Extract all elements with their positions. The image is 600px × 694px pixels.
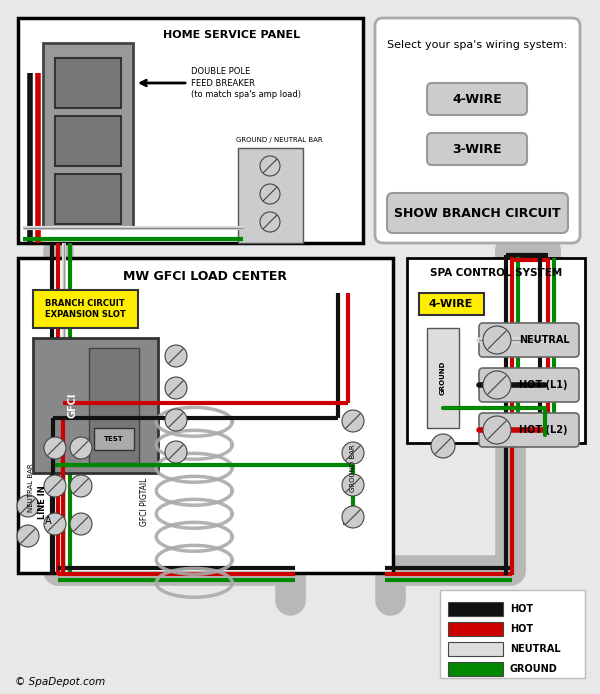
Bar xyxy=(448,602,503,616)
Bar xyxy=(55,174,121,224)
Text: © SpaDepot.com: © SpaDepot.com xyxy=(15,677,105,687)
Circle shape xyxy=(483,326,511,354)
Bar xyxy=(407,258,585,443)
Circle shape xyxy=(260,184,280,204)
Text: A: A xyxy=(45,516,52,526)
Bar xyxy=(33,338,158,473)
Circle shape xyxy=(165,377,187,399)
Bar xyxy=(440,590,585,678)
Circle shape xyxy=(260,156,280,176)
Bar xyxy=(55,58,121,108)
Bar xyxy=(43,43,133,228)
Circle shape xyxy=(165,441,187,463)
Text: SHOW BRANCH CIRCUIT: SHOW BRANCH CIRCUIT xyxy=(394,207,560,219)
Text: SPA CONTROL SYSTEM: SPA CONTROL SYSTEM xyxy=(430,268,562,278)
Bar xyxy=(419,293,484,315)
FancyBboxPatch shape xyxy=(479,413,579,447)
Bar xyxy=(427,328,459,428)
Circle shape xyxy=(70,475,92,497)
Text: 4-WIRE: 4-WIRE xyxy=(452,92,502,105)
FancyBboxPatch shape xyxy=(387,193,568,233)
Circle shape xyxy=(70,513,92,535)
Text: NEUTRAL: NEUTRAL xyxy=(519,335,569,345)
Circle shape xyxy=(431,434,455,458)
Bar xyxy=(238,148,303,243)
Bar xyxy=(89,348,139,463)
Circle shape xyxy=(342,506,364,528)
Circle shape xyxy=(17,495,39,517)
Bar xyxy=(55,116,121,166)
FancyBboxPatch shape xyxy=(479,323,579,357)
FancyBboxPatch shape xyxy=(427,133,527,165)
Circle shape xyxy=(260,212,280,232)
Text: HOT (L1): HOT (L1) xyxy=(519,380,568,390)
Text: DOUBLE POLE
FEED BREAKER
(to match spa's amp load): DOUBLE POLE FEED BREAKER (to match spa's… xyxy=(191,67,301,99)
Bar xyxy=(448,662,503,676)
Circle shape xyxy=(70,437,92,459)
Circle shape xyxy=(342,442,364,464)
Text: HOT: HOT xyxy=(510,624,533,634)
Circle shape xyxy=(17,525,39,547)
Text: MW GFCI LOAD CENTER: MW GFCI LOAD CENTER xyxy=(123,270,287,283)
Text: GFCI PIGTAIL: GFCI PIGTAIL xyxy=(140,477,149,526)
Circle shape xyxy=(44,513,66,535)
Bar xyxy=(33,290,138,328)
Circle shape xyxy=(342,474,364,496)
Text: GROUND BAR: GROUND BAR xyxy=(350,444,356,492)
Text: HOME SERVICE PANEL: HOME SERVICE PANEL xyxy=(163,30,301,40)
Text: NEUTRAL: NEUTRAL xyxy=(510,644,560,654)
FancyBboxPatch shape xyxy=(479,368,579,402)
Text: Select your spa's wiring system:: Select your spa's wiring system: xyxy=(387,40,567,50)
Text: LINE IN: LINE IN xyxy=(38,485,47,518)
FancyBboxPatch shape xyxy=(427,83,527,115)
Circle shape xyxy=(165,409,187,431)
Circle shape xyxy=(483,416,511,444)
Text: 3-WIRE: 3-WIRE xyxy=(452,142,502,155)
Bar xyxy=(18,258,393,573)
Text: GFCI: GFCI xyxy=(68,392,78,418)
Bar xyxy=(94,428,134,450)
Text: BRANCH CIRCUIT
EXPANSION SLOT: BRANCH CIRCUIT EXPANSION SLOT xyxy=(44,299,125,319)
Bar xyxy=(448,622,503,636)
Text: TEST: TEST xyxy=(104,436,124,442)
Text: GROUND / NEUTRAL BAR: GROUND / NEUTRAL BAR xyxy=(236,137,323,143)
Bar xyxy=(18,18,363,243)
Circle shape xyxy=(165,345,187,367)
Text: GROUND: GROUND xyxy=(440,361,446,395)
FancyBboxPatch shape xyxy=(375,18,580,243)
Text: GROUND: GROUND xyxy=(510,664,558,674)
Text: HOT: HOT xyxy=(510,604,533,614)
Text: HOT (L2): HOT (L2) xyxy=(519,425,568,435)
Circle shape xyxy=(342,410,364,432)
Circle shape xyxy=(483,371,511,399)
Text: 4-WIRE: 4-WIRE xyxy=(429,299,473,309)
Circle shape xyxy=(44,437,66,459)
Circle shape xyxy=(44,475,66,497)
Bar xyxy=(448,642,503,656)
Text: NEUTRAL BAR: NEUTRAL BAR xyxy=(28,464,34,512)
